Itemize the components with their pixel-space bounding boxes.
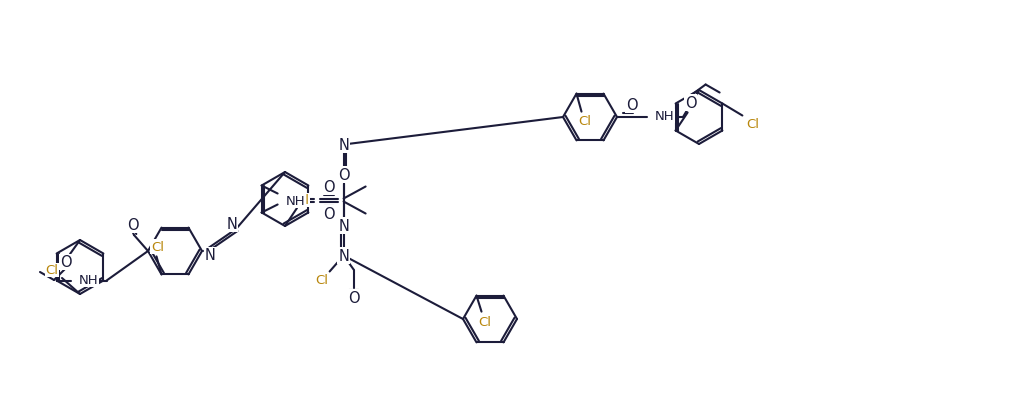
- Text: Cl: Cl: [315, 273, 328, 286]
- Text: O: O: [323, 207, 334, 221]
- Text: Cl: Cl: [151, 240, 164, 253]
- Text: NH: NH: [286, 193, 306, 205]
- Text: O: O: [627, 98, 638, 113]
- Text: O: O: [338, 168, 350, 182]
- Text: Cl: Cl: [578, 115, 591, 128]
- Text: O: O: [348, 290, 359, 305]
- Text: N: N: [205, 248, 215, 263]
- Text: N: N: [339, 248, 349, 263]
- Text: O: O: [60, 255, 72, 270]
- Text: Cl: Cl: [296, 194, 310, 207]
- Text: O: O: [323, 180, 334, 195]
- Text: N: N: [339, 218, 349, 234]
- Text: Cl: Cl: [478, 315, 491, 328]
- Text: Cl: Cl: [45, 264, 59, 277]
- Text: NH: NH: [286, 195, 306, 207]
- Text: N: N: [339, 138, 349, 153]
- Text: NH: NH: [655, 110, 675, 123]
- Text: O: O: [338, 218, 350, 234]
- Text: N: N: [226, 217, 238, 232]
- Text: N: N: [339, 168, 349, 182]
- Text: Cl: Cl: [746, 118, 758, 131]
- Text: O: O: [685, 96, 697, 111]
- Text: O: O: [128, 218, 139, 233]
- Text: NH: NH: [78, 273, 98, 286]
